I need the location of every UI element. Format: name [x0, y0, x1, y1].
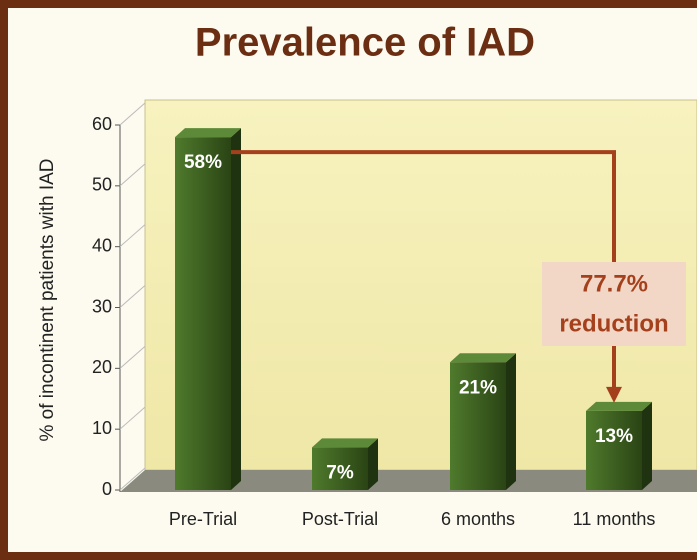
bar-side [506, 353, 516, 490]
grid-line [119, 102, 146, 126]
bar-side [368, 438, 378, 490]
floor [120, 470, 697, 492]
bar-top [175, 128, 241, 138]
y-tick-label: 10 [92, 418, 112, 438]
data-label: 7% [326, 462, 354, 483]
bar-top [586, 401, 652, 411]
annotation: reduction [559, 310, 668, 337]
grid-line [119, 467, 146, 491]
x-tick-label: 6 months [441, 509, 515, 529]
y-axis-label: % of incontinent patients with IAD [37, 158, 58, 441]
bar [586, 410, 642, 490]
bar [450, 362, 506, 490]
grid-line [119, 163, 146, 187]
data-label: 21% [459, 377, 497, 398]
bar-side [642, 401, 652, 490]
grid-line [119, 345, 146, 369]
annotation: 77.7% [580, 270, 648, 297]
grid-line [119, 224, 146, 248]
y-tick-label: 40 [92, 235, 112, 255]
grid-line [119, 406, 146, 430]
bar-side [231, 128, 241, 490]
y-tick-label: 30 [92, 296, 112, 316]
chart-title: Prevalence of IAD [195, 21, 535, 65]
y-tick-label: 60 [92, 114, 112, 134]
arrow-head [606, 386, 622, 403]
y-tick-label: 0 [102, 479, 112, 499]
annotation-box [542, 262, 686, 346]
bar-top [312, 438, 378, 448]
x-tick-label: Pre-Trial [169, 509, 237, 529]
x-tick-label: Post-Trial [302, 509, 378, 529]
bar-top [450, 353, 516, 363]
bar [175, 137, 231, 490]
x-tick-label: 11 months [573, 509, 656, 529]
bar [312, 447, 368, 490]
y-tick-label: 20 [92, 357, 112, 377]
data-label: 13% [595, 426, 633, 447]
y-tick-label: 50 [92, 175, 112, 195]
data-label: 58% [184, 152, 222, 173]
grid-line [119, 285, 146, 308]
